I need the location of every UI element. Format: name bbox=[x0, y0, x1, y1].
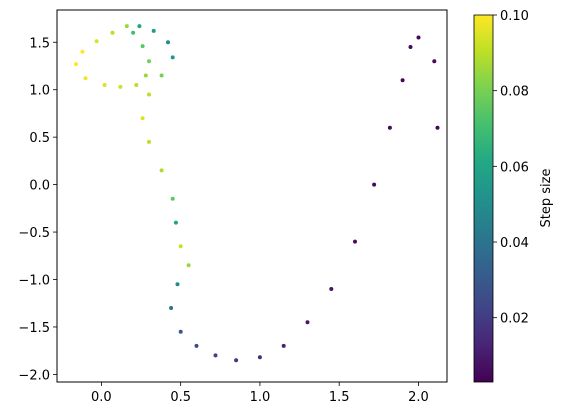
x-tick-label: 0.0 bbox=[91, 390, 112, 405]
plot-area-frame bbox=[56, 9, 448, 383]
scatter-point bbox=[124, 24, 129, 29]
scatter-point bbox=[166, 40, 170, 45]
scatter-point bbox=[169, 306, 174, 310]
scatter-point bbox=[83, 76, 88, 81]
scatter-point bbox=[137, 24, 142, 29]
y-tick-label: 1.0 bbox=[29, 84, 50, 99]
scatter-point bbox=[305, 320, 310, 325]
scatter-point bbox=[408, 45, 413, 49]
scatter-point bbox=[387, 125, 392, 130]
scatter-point bbox=[147, 59, 151, 64]
scatter-point bbox=[353, 239, 357, 244]
scatter-point bbox=[281, 343, 286, 348]
scatter-point bbox=[147, 92, 151, 97]
scatter-point bbox=[134, 83, 139, 87]
colorbar-tick-label: 0.08 bbox=[500, 85, 529, 100]
colorbar-axis: 0.02 0.04 0.06 0.08 0.10 bbox=[493, 9, 529, 327]
y-tick-label: 0.0 bbox=[29, 179, 50, 194]
scatter-point bbox=[372, 182, 377, 187]
scatter-point bbox=[131, 30, 136, 35]
scatter-point bbox=[140, 116, 145, 121]
x-tick-label: 2.0 bbox=[408, 390, 429, 405]
scatter-point bbox=[400, 78, 405, 83]
scatter-point bbox=[94, 39, 99, 44]
scatter-point bbox=[186, 263, 191, 268]
scatter-point bbox=[178, 244, 183, 249]
scatter-point bbox=[432, 59, 437, 64]
scatter-point bbox=[170, 55, 175, 60]
y-tick-label: −1.0 bbox=[18, 274, 50, 289]
scatter-point bbox=[110, 30, 115, 35]
scatter-points bbox=[74, 24, 440, 363]
scatter-point bbox=[234, 358, 239, 363]
colorbar-label: Step size bbox=[539, 169, 554, 228]
scatter-point bbox=[435, 125, 440, 130]
x-tick-label: 1.5 bbox=[329, 390, 350, 405]
colorbar bbox=[473, 14, 494, 383]
colorbar-tick-label: 0.10 bbox=[500, 9, 529, 24]
scatter-point bbox=[159, 73, 164, 78]
scatter-point bbox=[257, 355, 262, 360]
y-tick-label: 0.5 bbox=[29, 131, 50, 146]
scatter-point bbox=[151, 28, 156, 33]
scatter-point bbox=[140, 44, 145, 49]
colorbar-tick-label: 0.02 bbox=[500, 312, 529, 327]
scatter-point bbox=[159, 168, 164, 173]
y-tick-label: −2.0 bbox=[18, 368, 50, 383]
scatter-point bbox=[416, 35, 421, 40]
scatter-point bbox=[170, 196, 175, 201]
scatter-point bbox=[102, 83, 107, 87]
x-axis: 0.0 0.5 1.0 1.5 2.0 bbox=[91, 382, 429, 405]
y-axis: −2.0 −1.5 −1.0 −0.5 0.0 0.5 1.0 1.5 bbox=[18, 36, 57, 383]
scatter-point bbox=[74, 62, 78, 67]
x-tick-label: 0.5 bbox=[170, 390, 191, 405]
scatter-point bbox=[175, 282, 180, 287]
colorbar-tick-label: 0.06 bbox=[500, 160, 529, 175]
y-tick-label: −1.5 bbox=[18, 321, 50, 336]
scatter-point bbox=[147, 139, 151, 144]
scatter-point bbox=[213, 353, 218, 358]
scatter-point bbox=[329, 287, 334, 291]
scatter-point bbox=[178, 329, 183, 334]
scatter-point bbox=[173, 220, 178, 225]
y-tick-label: −0.5 bbox=[18, 226, 50, 241]
scatter-point bbox=[118, 84, 123, 89]
scatter-point bbox=[143, 73, 148, 78]
scatter-point bbox=[194, 343, 199, 348]
x-tick-label: 1.0 bbox=[250, 390, 271, 405]
y-tick-label: 1.5 bbox=[29, 36, 50, 51]
colorbar-tick-label: 0.04 bbox=[500, 236, 529, 251]
scatter-point bbox=[80, 49, 85, 54]
